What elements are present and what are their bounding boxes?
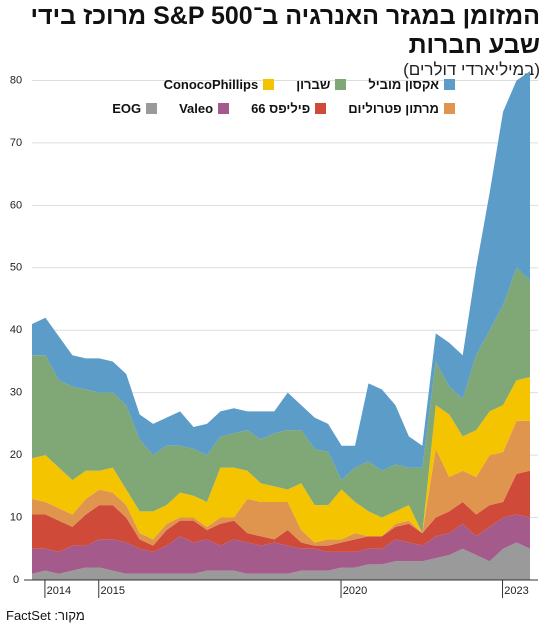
y-tick-label: 80 [10,74,22,86]
legend-label: שברון [296,76,331,92]
legend-swatch [218,102,230,114]
chart-subtitle: (במיליארדי דולרים) [403,60,540,79]
legend-item: ConocoPhillips [164,77,275,92]
legend-row: אקסון מוביל שברון ConocoPhillips [112,72,455,96]
x-tick-label: 2015 [101,585,125,597]
legend-label: אקסון מוביל [368,76,439,92]
y-tick-label: 0 [13,574,19,586]
area [32,420,530,546]
legend-item: מרתון פטרוליום [348,101,455,116]
legend: אקסון מוביל שברון ConocoPhillips מרתון פטרו… [112,72,455,120]
chart-title: המזומן במגזר האנרגיה ב־S&P 500 מרוכז ביד… [10,2,540,60]
legend-swatch [335,78,347,90]
legend-swatch [146,102,158,114]
legend-swatch [315,102,327,114]
legend-label: Valeo [179,100,214,116]
legend-swatch [263,78,275,90]
legend-label: ConocoPhillips [163,76,259,92]
legend-item: פיליפס 66 [251,100,327,116]
title-line: המזומן במגזר האנרגיה ב־S&P 500 מרוכז ביד… [30,2,540,30]
legend-swatch [444,102,455,114]
legend-item: אקסון מוביל [368,77,455,92]
y-tick-label: 10 [10,511,22,523]
area [32,542,530,580]
source: מקור: FactSet [6,608,85,623]
y-tick-label: 50 [10,262,22,274]
x-tick-label: 2020 [343,585,367,597]
legend-row: מרתון פטרוליום פיליפס 66 Valeo EOG [112,96,455,120]
x-tick-label: 2014 [47,585,71,597]
x-tick-label: 2023 [504,585,528,597]
legend-swatch [444,78,455,90]
legend-item: Valeo [179,100,230,116]
title-line: שבע חברות [408,31,540,59]
legend-label: פיליפס 66 [251,100,311,116]
y-tick-label: 40 [10,324,22,336]
legend-label: EOG [112,100,142,116]
y-tick-label: 30 [10,387,22,399]
area [32,470,530,552]
area [32,377,530,543]
y-tick-label: 70 [10,137,22,149]
legend-item: EOG [112,100,158,116]
y-tick-label: 60 [10,199,22,211]
y-tick-label: 20 [10,449,22,461]
legend-item: שברון [296,76,347,92]
legend-label: מרתון פטרוליום [348,100,439,116]
